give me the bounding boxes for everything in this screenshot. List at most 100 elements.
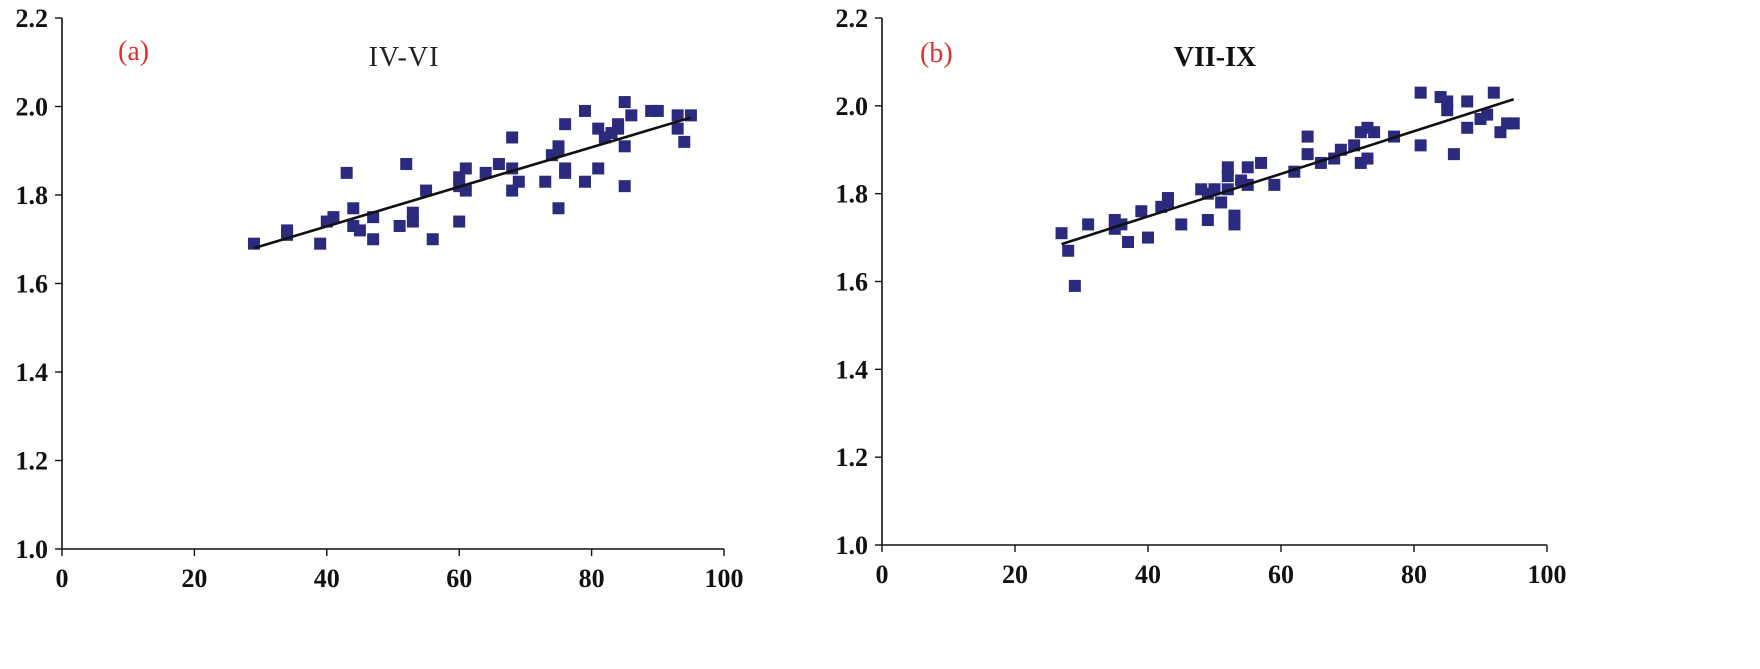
data-point-b [1361, 152, 1374, 165]
data-point-b [1301, 148, 1314, 161]
data-point-b [1414, 86, 1427, 99]
y-tick-label-a: 1.0 [16, 535, 49, 564]
data-point-a [618, 96, 631, 109]
data-point-a [327, 211, 340, 224]
data-point-b [1201, 214, 1214, 227]
data-point-b [1441, 104, 1454, 117]
chart-title-b: VII-IX [1174, 42, 1256, 73]
data-point-a [552, 202, 565, 215]
chart-panel-a: 0 20 40 60 80 100 1.0 1.2 1.4 1.6 1.8 2.0 2.2 (a) IV-V… [16, 4, 744, 593]
y-tick-label-a: 1.2 [16, 447, 49, 476]
data-point-a [247, 237, 260, 250]
data-point-a [353, 224, 366, 237]
data-point-b [1135, 205, 1148, 218]
panel-label-a: (a) [118, 36, 149, 67]
data-point-b [1501, 117, 1514, 130]
data-point-b [1414, 139, 1427, 152]
data-point-a [618, 180, 631, 193]
data-point-b [1241, 161, 1254, 174]
data-point-b [1142, 231, 1154, 244]
fit-line-b [1061, 98, 1515, 246]
data-point-b [1062, 244, 1075, 257]
data-point-b [1487, 86, 1500, 99]
data-point-a [459, 184, 472, 197]
data-point-a [559, 118, 572, 131]
data-point-b [1255, 156, 1268, 169]
y-tick-label-a: 1.6 [16, 270, 49, 299]
data-point-a [506, 131, 519, 144]
data-point-b [1082, 218, 1095, 231]
data-point-b [1215, 196, 1228, 209]
data-point-a [578, 104, 591, 117]
y-tick-label-b: 1.0 [836, 531, 869, 560]
y-tick-label-a: 2.0 [16, 93, 49, 122]
data-point-a [492, 158, 505, 171]
data-point-b [1481, 108, 1494, 121]
x-tick-label-a: 60 [446, 564, 472, 593]
x-tick-label-a: 80 [579, 564, 605, 593]
data-point-a [671, 122, 684, 135]
data-point-b [1268, 178, 1281, 191]
data-point-a [314, 237, 327, 250]
data-point-a [651, 104, 664, 117]
data-point-a [426, 233, 439, 246]
data-point-a [512, 175, 525, 188]
chart-title-a: IV-VI [369, 42, 440, 73]
x-tick-label-b: 80 [1401, 560, 1427, 589]
data-point-b [1447, 148, 1460, 161]
data-point-b [1507, 117, 1520, 130]
data-point-b [1122, 235, 1135, 248]
y-tick-label-b: 1.6 [836, 268, 869, 297]
data-point-a [453, 215, 466, 228]
data-point-a [578, 175, 591, 188]
y-tick-label-a: 2.2 [16, 4, 49, 33]
data-point-a [400, 158, 413, 171]
y-tick-label-b: 2.2 [836, 4, 869, 33]
data-point-a [592, 162, 605, 175]
y-tick-label-b: 2.0 [836, 92, 869, 121]
x-tick-label-a: 0 [56, 564, 69, 593]
x-tick-label-a: 100 [705, 564, 744, 593]
data-point-a [281, 224, 294, 237]
y-tick-label-b: 1.2 [836, 443, 869, 472]
chart-panel-b: 0 20 40 60 80 100 1.0 1.2 1.4 1.6 1.8 2.0 2.2 (b) VII-… [836, 4, 1567, 589]
y-tick-label-a: 1.4 [16, 358, 49, 387]
x-tick-label-b: 40 [1135, 560, 1161, 589]
data-point-a [420, 184, 433, 197]
data-point-a [340, 166, 353, 179]
x-tick-label-a: 40 [314, 564, 340, 593]
data-point-b [1055, 227, 1068, 240]
data-point-b [1461, 95, 1474, 108]
x-tick-label-b: 100 [1528, 560, 1567, 589]
data-point-a [347, 202, 360, 215]
data-point-b [1361, 121, 1374, 134]
data-point-a [479, 166, 492, 179]
data-point-b [1228, 218, 1241, 231]
x-tick-label-b: 20 [1002, 560, 1028, 589]
data-point-a [459, 162, 472, 175]
data-point-a [367, 233, 380, 246]
data-point-a [552, 144, 565, 157]
data-point-a [612, 122, 625, 135]
y-tick-label-b: 1.4 [836, 355, 869, 384]
data-point-b [1208, 183, 1221, 196]
data-point-b [1175, 218, 1188, 231]
data-point-b [1301, 130, 1314, 143]
data-point-a [393, 219, 406, 232]
data-point-a [559, 166, 572, 179]
data-point-a [618, 140, 631, 153]
data-point-a [406, 206, 419, 219]
data-point-a [678, 135, 691, 148]
data-point-a [671, 109, 684, 122]
y-tick-label-a: 1.8 [16, 181, 49, 210]
data-point-b [1161, 196, 1174, 209]
data-point-a [539, 175, 552, 188]
data-point-b [1221, 170, 1234, 183]
panel-label-b: (b) [920, 38, 953, 69]
x-tick-label-b: 0 [876, 560, 889, 589]
x-tick-label-b: 60 [1268, 560, 1294, 589]
data-point-a [625, 109, 638, 122]
data-point-b [1461, 121, 1474, 134]
